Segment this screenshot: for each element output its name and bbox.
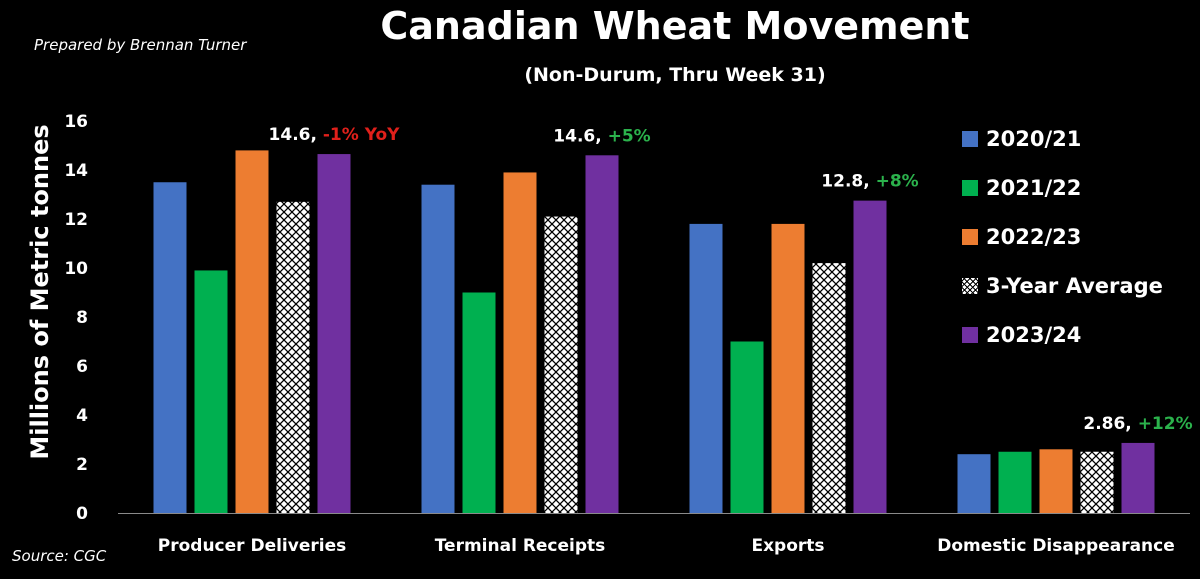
bar — [771, 223, 805, 513]
data-label-change: +8% — [876, 172, 919, 192]
x-tick-label: Terminal Receipts — [435, 536, 606, 556]
bar — [689, 223, 723, 513]
data-label-change: -1% YoY — [323, 125, 400, 145]
bar — [153, 182, 187, 513]
chart-subtitle: (Non-Durum, Thru Week 31) — [524, 64, 826, 86]
x-tick-labels: Producer Deliveries Terminal Receipts Expo… — [158, 536, 1175, 556]
bars-group — [153, 150, 1155, 514]
y-tick-label: 12 — [64, 210, 88, 230]
y-tick-label: 0 — [76, 504, 88, 524]
y-tick-label: 10 — [64, 259, 88, 279]
bar — [585, 155, 619, 514]
legend-swatch — [962, 228, 978, 245]
bar — [317, 154, 351, 513]
legend-label: 2022/23 — [986, 224, 1082, 249]
y-tick-label: 6 — [76, 357, 88, 377]
x-tick-label: Domestic Disappearance — [937, 536, 1175, 556]
y-axis-title-group: Millions of Metric tonnes — [26, 124, 54, 459]
legend-label: 3-Year Average — [986, 273, 1163, 298]
y-tick-label: 4 — [76, 406, 88, 426]
bar — [730, 341, 764, 513]
x-tick-label: Producer Deliveries — [158, 536, 346, 556]
y-tick-label: 14 — [64, 161, 88, 181]
bar — [853, 200, 887, 513]
legend-label: 2020/21 — [986, 126, 1082, 151]
source-text: Source: CGC — [12, 547, 107, 565]
credit-text: Prepared by Brennan Turner — [34, 36, 247, 54]
bar — [503, 172, 537, 513]
data-label: 14.6, -1% YoY — [269, 125, 401, 145]
data-label-change: +12% — [1138, 414, 1193, 434]
y-tick-label: 2 — [76, 455, 88, 475]
legend-swatch — [962, 326, 978, 343]
y-tick-labels: 0 2 4 6 8 10 12 14 16 — [64, 112, 88, 524]
y-tick-label: 16 — [64, 112, 88, 132]
chart-title: Canadian Wheat Movement — [380, 4, 970, 48]
bar — [462, 292, 496, 513]
data-label-change: +5% — [608, 126, 651, 146]
legend-label: 2021/22 — [986, 175, 1082, 200]
y-axis-title: Millions of Metric tonnes — [26, 124, 54, 459]
bar — [421, 184, 455, 513]
legend-item: 2022/23 — [962, 212, 1194, 261]
data-label-value: 14.6, — [269, 125, 323, 145]
legend-item: 2023/24 — [962, 310, 1194, 359]
data-label: 14.6, +5% — [553, 126, 650, 146]
bar — [1080, 451, 1114, 513]
bar — [1121, 442, 1155, 513]
legend-item: 2020/21 — [962, 114, 1194, 163]
data-label: 2.86, +12% — [1083, 414, 1192, 434]
legend-item: 2021/22 — [962, 163, 1194, 212]
data-label-value: 2.86, — [1083, 414, 1137, 434]
legend-swatch — [962, 130, 978, 147]
x-tick-label: Exports — [751, 536, 824, 556]
bar — [998, 451, 1032, 513]
legend-item: 3-Year Average — [962, 261, 1194, 310]
legend-label: 2023/24 — [986, 322, 1082, 347]
bar — [276, 201, 310, 513]
bar — [812, 263, 846, 513]
legend: 2020/21 2021/22 2022/23 3-Year Average 2… — [962, 114, 1194, 359]
data-label-value: 12.8, — [821, 172, 875, 192]
legend-swatch — [962, 179, 978, 196]
legend-swatch — [962, 277, 978, 294]
data-label-value: 14.6, — [553, 126, 607, 146]
annotations-group: 14.6, -1% YoY 14.6, +5%12.8, +8%2.86, +12… — [269, 125, 1193, 434]
bar — [235, 150, 269, 513]
data-label: 12.8, +8% — [821, 172, 918, 192]
y-tick-label: 8 — [76, 308, 88, 328]
bar — [194, 270, 228, 513]
bar — [1039, 449, 1073, 513]
bar — [957, 454, 991, 513]
bar — [544, 216, 578, 514]
